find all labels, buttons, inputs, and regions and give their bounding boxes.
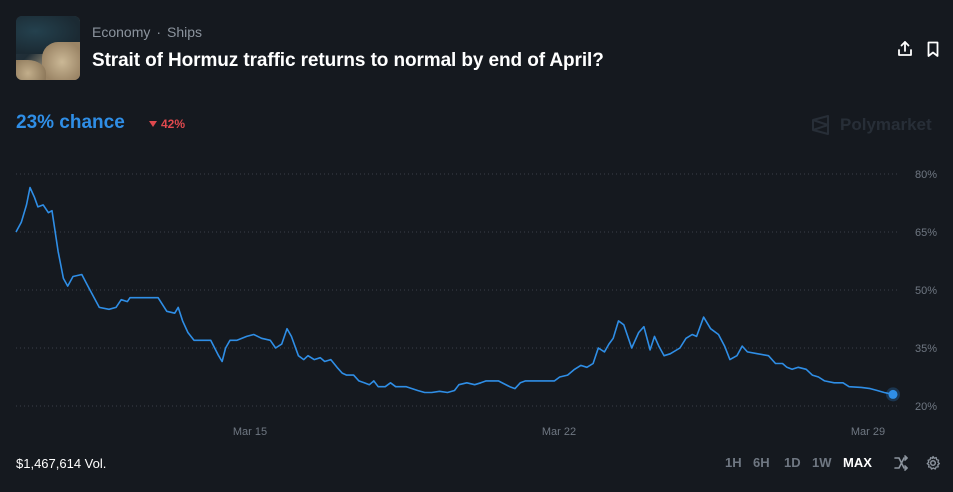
x-tick-label: Mar 22 [542, 426, 576, 438]
breadcrumb-ships[interactable]: Ships [167, 24, 203, 40]
volume-label: $1,467,614 Vol. [16, 456, 107, 471]
breadcrumb-economy[interactable]: Economy [92, 24, 151, 40]
x-tick-label: Mar 29 [851, 426, 885, 438]
shuffle-icon[interactable] [893, 455, 909, 471]
range-1d-button[interactable]: 1D [784, 455, 801, 470]
y-tick-label: 50% [915, 285, 937, 297]
chance-delta: 42% [149, 117, 185, 131]
y-tick-label: 20% [915, 401, 937, 413]
thumbnail-land-west [16, 60, 46, 80]
price-chart[interactable]: 80% 65% 50% 35% 20% Mar 15 Mar 22 Mar 29 [0, 150, 953, 445]
chance-delta-value: 42% [161, 117, 186, 131]
y-tick-label: 35% [915, 343, 937, 355]
brand-name: Polymarket [840, 115, 932, 134]
polymarket-logo: Polymarket [810, 114, 932, 136]
market-thumbnail [16, 16, 80, 80]
share-icon[interactable] [896, 40, 914, 58]
breadcrumb: Economy · Ships [92, 24, 202, 40]
settings-icon[interactable] [925, 455, 941, 471]
range-1w-button[interactable]: 1W [812, 455, 832, 470]
down-triangle-icon [149, 121, 157, 127]
chance-value: 23% chance [16, 112, 125, 133]
breadcrumb-separator: · [156, 24, 162, 40]
range-1h-button[interactable]: 1H [725, 455, 742, 470]
range-max-button[interactable]: MAX [843, 455, 872, 470]
y-tick-label: 65% [915, 227, 937, 239]
y-tick-label: 80% [915, 169, 937, 181]
range-6h-button[interactable]: 6H [753, 455, 770, 470]
current-point [888, 389, 898, 399]
price-line [15, 186, 894, 396]
thumbnail-land [42, 42, 80, 80]
bookmark-icon[interactable] [924, 40, 942, 58]
x-tick-label: Mar 15 [233, 426, 267, 438]
polymarket-mark-icon [812, 115, 829, 135]
market-title: Strait of Hormuz traffic returns to norm… [92, 50, 604, 71]
